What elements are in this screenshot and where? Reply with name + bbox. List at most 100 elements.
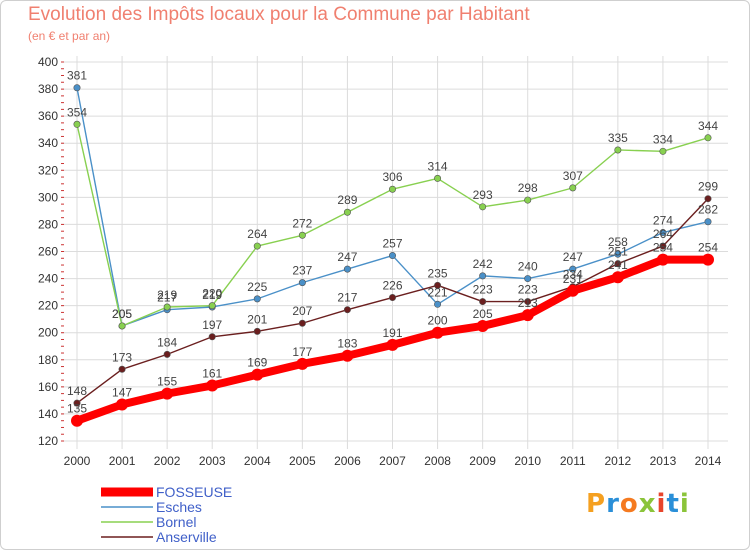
data-point-esches xyxy=(73,84,81,92)
legend-item-fosseuse: FOSSEUSE xyxy=(101,485,232,500)
data-label: 219 xyxy=(157,288,177,302)
data-point-bornel xyxy=(704,134,712,142)
data-label: 334 xyxy=(653,132,673,146)
data-label: 234 xyxy=(563,268,583,282)
data-label: 307 xyxy=(563,169,583,183)
data-label: 264 xyxy=(247,227,267,241)
data-point-anserville xyxy=(659,242,667,250)
data-label: 155 xyxy=(157,375,177,389)
data-label: 254 xyxy=(653,241,673,255)
logo-letter: o xyxy=(619,489,639,519)
y-tick-label: 160 xyxy=(38,380,58,394)
data-label: 237 xyxy=(292,264,312,278)
data-point-fosseuse xyxy=(71,414,83,427)
data-point-fosseuse xyxy=(161,387,174,400)
data-point-fosseuse xyxy=(206,379,219,392)
data-label: 197 xyxy=(202,318,222,332)
x-tick-label: 2009 xyxy=(469,454,496,468)
x-tick-label: 2002 xyxy=(154,454,181,468)
data-label: 306 xyxy=(382,170,402,184)
y-tick-label: 280 xyxy=(38,217,58,231)
data-label: 223 xyxy=(473,283,493,297)
data-label: 299 xyxy=(698,180,718,194)
x-tick-label: 2004 xyxy=(244,454,271,468)
data-point-bornel xyxy=(73,120,81,128)
data-label: 173 xyxy=(112,350,132,364)
legend-swatch-esches xyxy=(101,506,153,508)
data-point-fosseuse xyxy=(476,319,489,332)
data-label: 247 xyxy=(563,250,583,264)
data-point-fosseuse xyxy=(611,271,624,284)
legend-item-anserville: Anserville xyxy=(101,530,232,545)
logo-letter: P xyxy=(586,489,607,519)
data-point-fosseuse xyxy=(251,368,264,381)
y-tick-label: 260 xyxy=(38,245,58,259)
x-tick-label: 2012 xyxy=(605,454,632,468)
y-tick-label: 140 xyxy=(38,407,58,421)
chart-title: Evolution des Impôts locaux pour la Comm… xyxy=(28,4,530,25)
legend-label-bornel: Bornel xyxy=(156,514,197,530)
y-tick-label: 300 xyxy=(38,190,58,204)
data-label: 220 xyxy=(202,287,222,301)
data-label: 241 xyxy=(608,258,628,272)
data-point-bornel xyxy=(343,208,351,216)
x-tick-label: 2010 xyxy=(514,454,541,468)
data-point-fosseuse xyxy=(521,309,534,322)
data-label: 381 xyxy=(67,69,87,83)
data-label: 213 xyxy=(518,296,538,310)
x-tick-label: 2006 xyxy=(334,454,361,468)
data-point-anserville xyxy=(298,319,306,327)
data-point-bornel xyxy=(118,322,126,330)
data-label: 314 xyxy=(428,159,448,173)
x-tick-label: 2014 xyxy=(695,454,722,468)
data-point-bornel xyxy=(208,302,216,310)
y-tick-label: 180 xyxy=(38,353,58,367)
data-point-esches xyxy=(524,275,532,283)
data-point-esches xyxy=(253,295,261,303)
legend-label-anserville: Anserville xyxy=(156,529,217,545)
data-point-anserville xyxy=(479,298,487,306)
data-point-bornel xyxy=(614,146,622,154)
chart-subtitle: (en € et par an) xyxy=(28,29,111,43)
data-point-anserville xyxy=(388,294,396,302)
x-tick-label: 2003 xyxy=(199,454,226,468)
data-point-bornel xyxy=(163,303,171,311)
data-label: 205 xyxy=(473,307,493,321)
data-label: 207 xyxy=(292,304,312,318)
data-point-anserville xyxy=(704,195,712,203)
data-point-anserville xyxy=(73,399,81,407)
x-tick-label: 2013 xyxy=(650,454,677,468)
y-tick-label: 120 xyxy=(38,434,58,448)
x-tick-label: 2008 xyxy=(424,454,451,468)
data-label: 219 xyxy=(202,288,222,302)
data-label: 201 xyxy=(247,312,267,326)
x-tick-label: 2005 xyxy=(289,454,316,468)
data-point-fosseuse xyxy=(341,349,354,362)
y-tick-label: 360 xyxy=(38,109,58,123)
data-label: 217 xyxy=(337,291,357,305)
x-tick-label: 2000 xyxy=(64,454,91,468)
data-point-esches xyxy=(343,265,351,273)
data-point-anserville xyxy=(163,350,171,358)
data-label: 251 xyxy=(608,245,628,259)
data-point-esches xyxy=(614,250,622,258)
data-label: 226 xyxy=(382,279,402,293)
data-label: 184 xyxy=(157,335,177,349)
legend-item-esches: Esches xyxy=(101,500,232,515)
data-point-bornel xyxy=(479,203,487,211)
data-point-fosseuse xyxy=(431,326,444,339)
data-label: 335 xyxy=(608,131,628,145)
data-label: 344 xyxy=(698,119,718,133)
y-tick-label: 240 xyxy=(38,272,58,286)
data-label: 205 xyxy=(112,307,132,321)
data-label: 177 xyxy=(292,345,312,359)
logo-letter: i xyxy=(679,489,690,519)
data-label: 272 xyxy=(292,216,312,230)
data-point-anserville xyxy=(118,365,126,373)
data-label: 148 xyxy=(67,384,87,398)
x-tick-label: 2011 xyxy=(560,454,586,468)
data-label: 258 xyxy=(608,235,628,249)
data-label: 242 xyxy=(473,257,493,271)
data-point-anserville xyxy=(434,281,442,289)
